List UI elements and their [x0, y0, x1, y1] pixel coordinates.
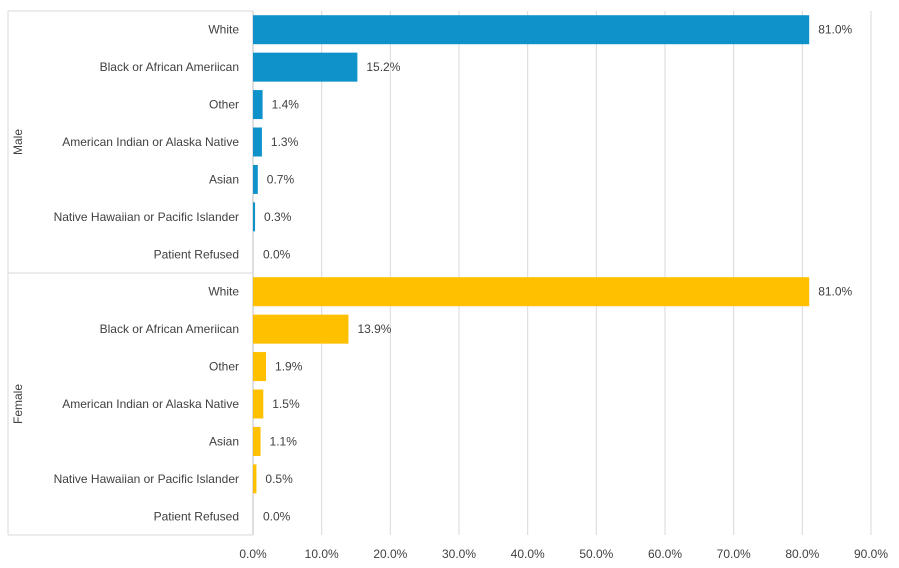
data-label: 1.3%: [271, 135, 299, 149]
category-axis-frame: [7, 10, 254, 536]
x-tick-label: 90.0%: [854, 547, 888, 561]
x-tick-label: 10.0%: [305, 547, 339, 561]
bar-male: [253, 52, 358, 82]
data-label: 13.9%: [357, 322, 391, 336]
group-label-male: Male: [11, 129, 25, 155]
category-label: Other: [209, 98, 239, 112]
data-label: 1.1%: [270, 434, 298, 448]
x-tick-label: 0.0%: [239, 547, 267, 561]
x-tick-label: 30.0%: [442, 547, 476, 561]
bar-female: [253, 314, 349, 344]
category-label: Black or African Ameriican: [100, 322, 239, 336]
bar-male: [253, 164, 258, 194]
labels: 0.0% 10.0% 20.0% 30.0% 40.0% 50.0% 60.0% 70.0% 8…: [11, 23, 888, 561]
data-label: 0.0%: [263, 509, 291, 523]
category-label: Native Hawaiian or Pacific Islander: [54, 210, 239, 224]
x-tick-label: 50.0%: [579, 547, 613, 561]
data-label: 1.4%: [272, 98, 300, 112]
x-tick-label: 60.0%: [648, 547, 682, 561]
bar-male: [253, 202, 256, 232]
category-label: Native Hawaiian or Pacific Islander: [54, 472, 239, 486]
gridlines: [321, 11, 872, 535]
bar-female: [253, 352, 267, 382]
bar-female: [253, 389, 264, 419]
bar-female: [253, 277, 810, 307]
category-label: Other: [209, 360, 239, 374]
x-tick-label: 40.0%: [511, 547, 545, 561]
bar-male: [253, 90, 263, 120]
data-label: 1.5%: [272, 397, 300, 411]
category-label: American Indian or Alaska Native: [62, 135, 239, 149]
data-label: 0.7%: [267, 172, 295, 186]
data-label: 0.0%: [263, 247, 291, 261]
category-label: Asian: [209, 172, 239, 186]
bar-female: [253, 464, 257, 494]
category-label: Asian: [209, 434, 239, 448]
category-label: American Indian or Alaska Native: [62, 397, 239, 411]
bars: [253, 15, 810, 494]
x-tick-label: 80.0%: [785, 547, 819, 561]
data-label: 81.0%: [818, 285, 852, 299]
x-tick-label: 70.0%: [717, 547, 751, 561]
data-label: 15.2%: [366, 60, 400, 74]
category-label: Patient Refused: [154, 247, 239, 261]
data-label: 0.5%: [265, 472, 293, 486]
group-label-female: Female: [11, 384, 25, 424]
data-label: 1.9%: [275, 360, 303, 374]
bar-male: [253, 127, 262, 157]
category-label: White: [208, 23, 239, 37]
x-tick-label: 20.0%: [373, 547, 407, 561]
category-label: Patient Refused: [154, 509, 239, 523]
data-label: 81.0%: [818, 23, 852, 37]
data-label: 0.3%: [264, 210, 292, 224]
category-label: Black or African Ameriican: [100, 60, 239, 74]
bar-male: [253, 15, 810, 45]
bar-female: [253, 426, 261, 456]
category-label: White: [208, 285, 239, 299]
